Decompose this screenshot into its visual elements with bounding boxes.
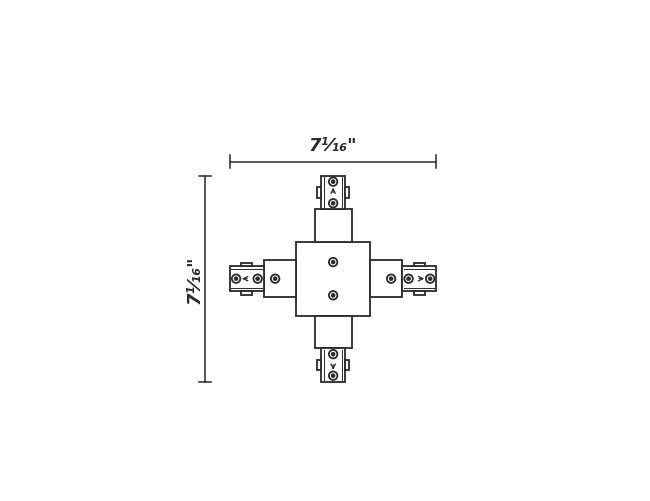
- Circle shape: [234, 277, 238, 281]
- Circle shape: [332, 180, 335, 184]
- Text: 7¹⁄₁₆": 7¹⁄₁₆": [185, 255, 203, 303]
- Polygon shape: [370, 261, 402, 298]
- Polygon shape: [402, 267, 436, 292]
- Circle shape: [271, 275, 280, 284]
- Text: 7¹⁄₁₆": 7¹⁄₁₆": [309, 137, 358, 155]
- Circle shape: [332, 261, 335, 265]
- Circle shape: [332, 353, 335, 356]
- Polygon shape: [414, 263, 424, 267]
- Polygon shape: [242, 292, 252, 295]
- Circle shape: [329, 259, 337, 267]
- Circle shape: [332, 202, 335, 206]
- Polygon shape: [315, 316, 352, 348]
- Polygon shape: [264, 261, 296, 298]
- Circle shape: [332, 294, 335, 298]
- Polygon shape: [321, 348, 345, 382]
- Polygon shape: [230, 267, 264, 292]
- Circle shape: [389, 277, 393, 281]
- Circle shape: [428, 277, 432, 281]
- Polygon shape: [414, 292, 424, 295]
- Circle shape: [273, 277, 277, 281]
- Circle shape: [232, 275, 240, 284]
- Circle shape: [329, 372, 337, 380]
- Polygon shape: [345, 188, 349, 198]
- Polygon shape: [315, 210, 352, 242]
- Circle shape: [407, 277, 411, 281]
- Circle shape: [329, 178, 337, 186]
- Polygon shape: [296, 242, 370, 316]
- Polygon shape: [317, 360, 321, 371]
- Circle shape: [426, 275, 434, 284]
- Polygon shape: [345, 360, 349, 371]
- Circle shape: [329, 350, 337, 359]
- Circle shape: [404, 275, 413, 284]
- Circle shape: [329, 199, 337, 208]
- Circle shape: [255, 277, 259, 281]
- Circle shape: [254, 275, 262, 284]
- Circle shape: [329, 292, 337, 300]
- Polygon shape: [321, 176, 345, 210]
- Circle shape: [387, 275, 395, 284]
- Polygon shape: [242, 263, 252, 267]
- Circle shape: [332, 374, 335, 378]
- Polygon shape: [317, 188, 321, 198]
